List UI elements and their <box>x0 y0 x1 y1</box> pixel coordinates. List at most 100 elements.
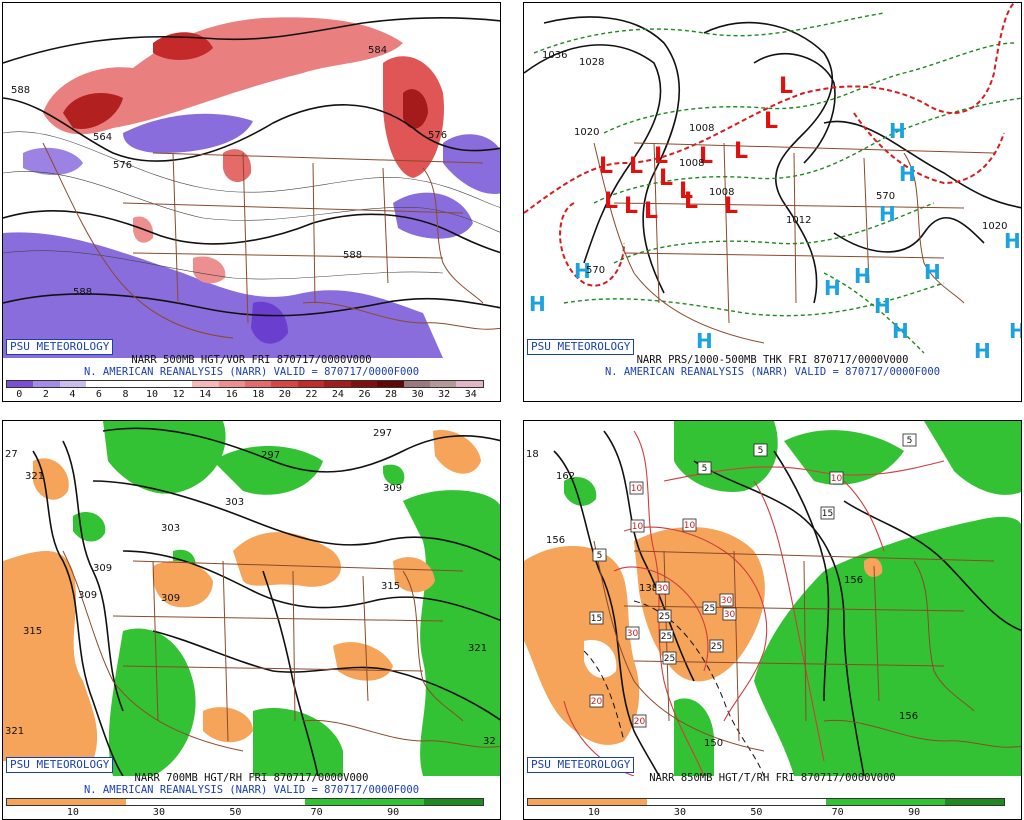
colorbar-swatch <box>96 799 126 805</box>
chart-title: NARR PRS/1000-500MB THK FRI 870717/0000V… <box>636 354 909 366</box>
svg-text:10: 10 <box>831 474 843 484</box>
chart-title: NARR 500MB HGT/VOR FRI 870717/0000V000 <box>131 354 372 366</box>
colorbar-swatch <box>736 799 766 805</box>
svg-text:10: 10 <box>632 522 644 532</box>
low-pressure-marker: L <box>629 154 643 179</box>
colorbar-tick: 10 <box>587 807 600 818</box>
colorbar-tick: 4 <box>69 389 76 400</box>
colorbar-swatch <box>66 799 97 805</box>
contour-label: 1036 <box>542 50 567 61</box>
chart-title: NARR 850MB HGT/T/RH FRI 870717/0000V000 <box>649 772 896 784</box>
colorbar-tick: 90 <box>387 807 400 818</box>
svg-text:5: 5 <box>907 436 913 446</box>
rh-moist-region <box>108 628 196 776</box>
rh-moist-region <box>674 698 714 776</box>
high-pressure-marker: H <box>1009 319 1022 343</box>
colorbar-swatch <box>324 381 351 387</box>
colorbar-swatch <box>914 799 945 805</box>
contour-label: 309 <box>78 590 97 601</box>
colorbar-tick: 10 <box>66 807 79 818</box>
svg-text:20: 20 <box>591 697 603 707</box>
rh-moist-region <box>103 421 226 494</box>
map-500mb: 588 576 564 584 576 588 588 <box>3 3 500 358</box>
colorbar-tick: 24 <box>331 389 344 400</box>
contour-label: 1008 <box>709 187 734 198</box>
vorticity-negative-region <box>3 232 443 358</box>
colorbar-tick: 90 <box>908 807 921 818</box>
chart-subtitle: N. AMERICAN REANALYSIS (NARR) VALID = 87… <box>83 784 420 796</box>
low-pressure-marker: L <box>724 194 738 219</box>
contour-label: 309 <box>93 563 112 574</box>
panel-pressure-thickness: L L L L L L L L L L L L L L H H H H H H … <box>523 2 1022 402</box>
contour-label: 32 <box>483 736 496 747</box>
low-pressure-marker: L <box>679 179 693 204</box>
high-pressure-marker: H <box>529 292 546 316</box>
colorbar-swatch <box>297 381 325 387</box>
vorticity-positive-region <box>63 93 123 129</box>
contour-label: 297 <box>373 428 392 439</box>
source-badge: PSU METEOROLOGY <box>527 339 635 355</box>
colorbar-tick: 30 <box>411 389 424 400</box>
vorticity-positive-region <box>43 17 403 135</box>
svg-text:5: 5 <box>758 446 764 456</box>
svg-text:25: 25 <box>711 642 722 652</box>
temperature-label: 30 <box>719 593 734 607</box>
rh-moist-region <box>253 707 343 776</box>
contour-label: 315 <box>381 581 400 592</box>
colorbar-swatch <box>33 381 60 387</box>
colorbar-swatch <box>155 799 186 805</box>
colorbar-swatch <box>274 799 305 805</box>
colorbar-swatch <box>304 799 335 805</box>
colorbar-tick: 0 <box>16 389 23 400</box>
panel-700mb-rh: 321 297 303 303 309 309 309 309 315 315 … <box>2 420 501 820</box>
high-pressure-marker: H <box>824 276 841 300</box>
contour-label: 321 <box>25 471 44 482</box>
low-pressure-marker: L <box>604 189 618 214</box>
colorbar-swatch <box>350 381 378 387</box>
colorbar-swatch <box>528 799 558 805</box>
svg-text:25: 25 <box>704 604 715 614</box>
contour-label: 1008 <box>689 123 714 134</box>
high-pressure-marker: H <box>854 264 871 288</box>
vorticity-positive-region <box>403 89 428 129</box>
colorbar-swatch <box>423 799 454 805</box>
colorbar-swatch <box>271 381 298 387</box>
colorbar-swatch <box>7 381 34 387</box>
source-badge: PSU METEOROLOGY <box>6 339 114 355</box>
contour-label: 584 <box>368 45 387 56</box>
colorbar-swatch <box>215 799 245 805</box>
contour-label: 138 <box>639 583 658 594</box>
low-pressure-marker: L <box>644 199 658 224</box>
colorbar-tick: 70 <box>831 807 844 818</box>
colorbar-tick: 70 <box>310 807 323 818</box>
rh-dry-region <box>433 430 481 474</box>
vorticity-negative-region <box>251 301 288 344</box>
colorbar-tick: 16 <box>225 389 238 400</box>
map-pressure: L L L L L L L L L L L L L L H H H H H H … <box>524 3 1022 358</box>
rh-moist-region <box>754 516 1021 776</box>
temperature-label: 5 <box>902 433 917 447</box>
colorbar-ticks: 10 30 50 70 90 <box>527 807 1005 819</box>
temperature-label: 10 <box>682 518 697 532</box>
contour-label: 570 <box>876 191 895 202</box>
contour-label: 315 <box>23 626 42 637</box>
high-pressure-marker: H <box>974 339 991 358</box>
colorbar-tick: 32 <box>438 389 451 400</box>
map-850mb: 162 156 138 150 156 156 18 5 5 5 5 10 10 10 10 1… <box>524 421 1021 776</box>
svg-text:5: 5 <box>702 464 708 474</box>
temperature-label: 30 <box>722 607 737 621</box>
rh-dry-region <box>333 642 393 681</box>
colorbar-tick: 18 <box>252 389 265 400</box>
vorticity-negative-region <box>23 147 83 175</box>
colorbar-swatch <box>706 799 737 805</box>
colorbar-swatch <box>944 799 975 805</box>
temperature-label: 10 <box>629 481 644 495</box>
contour-label: 309 <box>383 483 402 494</box>
contour-label: 162 <box>556 471 575 482</box>
colorbar-tick: 10 <box>146 389 159 400</box>
vorticity-negative-region <box>393 192 473 239</box>
contour-label: 309 <box>161 593 180 604</box>
colorbar-swatch <box>112 381 140 387</box>
svg-text:20: 20 <box>634 717 646 727</box>
colorbar-swatch <box>139 381 166 387</box>
